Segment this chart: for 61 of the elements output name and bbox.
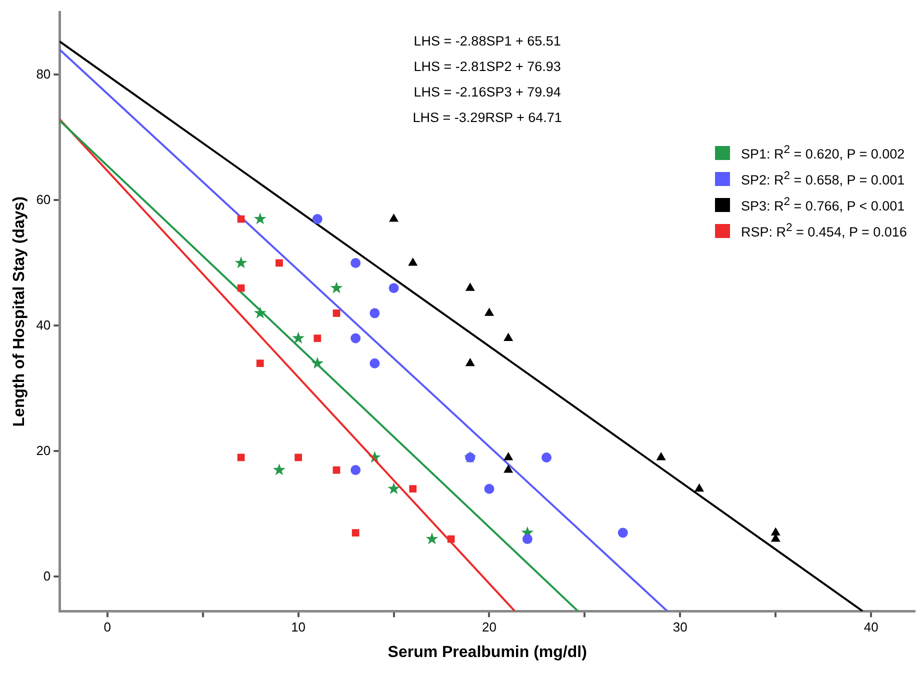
y-tick-label: 60 [36, 192, 51, 207]
point [484, 308, 494, 316]
point [771, 528, 780, 536]
point [504, 333, 513, 342]
annotation: LHS = -3.29RSP + 64.71 [412, 110, 562, 126]
point [522, 534, 532, 544]
x-axis-title: Serum Prealbumin (mg/dl) [388, 644, 587, 661]
point [504, 452, 513, 460]
legend-label: SP1: R$^{2}$ = 0.620, P = 0.002 [741, 144, 905, 162]
point [656, 452, 666, 460]
point [618, 528, 628, 538]
y-tick-label: 40 [36, 317, 51, 332]
point [237, 284, 245, 292]
x-tick-label: 20 [482, 620, 496, 635]
point [350, 465, 361, 476]
x-tick-label: 0 [104, 620, 112, 635]
point [273, 464, 286, 476]
point [332, 466, 340, 474]
point [234, 256, 248, 268]
point [350, 258, 361, 268]
point [330, 282, 343, 294]
point [408, 258, 418, 266]
point [542, 452, 552, 462]
x-tick-label: 10 [291, 620, 306, 635]
point [370, 358, 380, 368]
legend-label: SP3: R$^{2}$ = 0.766, P < 0.001 [741, 196, 905, 214]
point [332, 309, 340, 317]
point [426, 532, 438, 544]
point [294, 454, 302, 462]
point [256, 360, 264, 368]
point [388, 283, 399, 294]
annotation: LHS = -2.88SP1 + 65.51 [414, 34, 561, 49]
x-tick-label: 40 [864, 620, 878, 635]
point [237, 454, 245, 462]
point [466, 283, 475, 291]
point [694, 484, 704, 492]
point [370, 308, 380, 318]
y-tick-label: 80 [36, 66, 51, 82]
point [484, 484, 494, 494]
point [409, 485, 417, 493]
point [292, 332, 304, 344]
annotation: LHS = -2.81SP2 + 76.93 [414, 59, 561, 74]
x-tick-label: 30 [672, 620, 688, 635]
legend-label: SP2: R$^{2}$ = 0.658, P = 0.001 [741, 170, 905, 188]
point [237, 215, 245, 223]
y-tick-label: 20 [36, 442, 51, 458]
point [352, 529, 360, 536]
point [466, 358, 475, 366]
point [314, 334, 322, 342]
point [388, 482, 400, 494]
point [447, 535, 455, 543]
annotation: LHS = -2.16SP3 + 79.94 [414, 84, 562, 100]
point [350, 333, 361, 344]
point [254, 212, 266, 224]
point [276, 259, 283, 267]
point [389, 214, 398, 222]
legend-label: RSP: R$^{2}$ = 0.454, P = 0.016 [741, 222, 907, 240]
point [504, 465, 513, 473]
point [312, 214, 322, 224]
y-axis-title: Length of Hospital Stay (days) [11, 196, 28, 427]
y-tick-label: 0 [43, 568, 51, 584]
